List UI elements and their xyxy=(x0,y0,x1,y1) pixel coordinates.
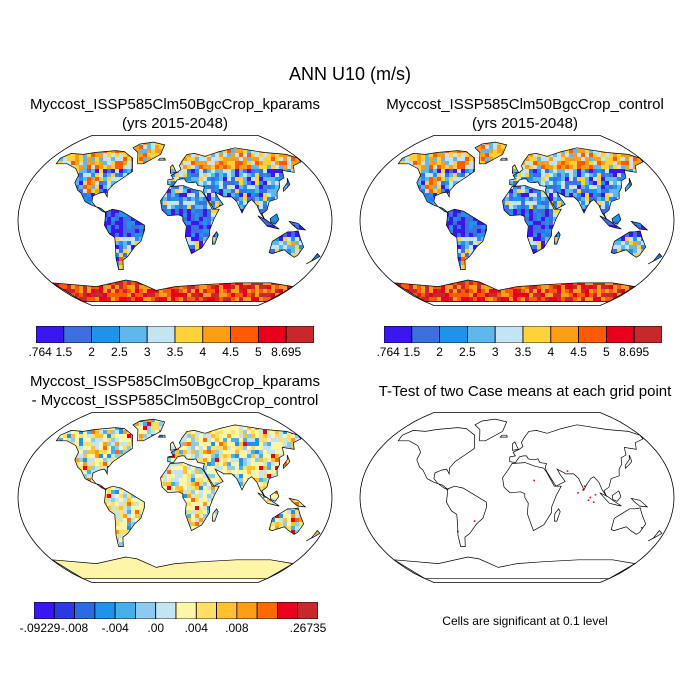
colorbar-tick-label: 4 xyxy=(547,345,555,359)
colorbar-labels-kparams: .764 1.5 2 2.5 3 3.5 4 4.5 5 8.695 xyxy=(28,345,314,361)
colorbar-labels-control: .764 1.5 2 2.5 3 3.5 4 4.5 5 8.695 xyxy=(376,345,662,361)
colorbar-tick-label: 3 xyxy=(491,345,499,359)
colorbar-tick-label: 8.695 xyxy=(619,345,650,359)
colorbar-tick-label: 1.5 xyxy=(403,345,421,359)
panel-title-kparams: Myccost_ISSP585Clm50BgcCrop_kparams (yrs … xyxy=(29,96,321,132)
map-control xyxy=(359,135,675,306)
map-ttest xyxy=(359,412,675,583)
colorbar-tick-label: .26735 xyxy=(289,621,327,635)
panel-title-ttest: T-Test of two Case means at each grid po… xyxy=(378,383,672,400)
colorbar-tick-label: .00 xyxy=(147,621,165,635)
colorbar-tick-label: .764 xyxy=(376,345,400,359)
colorbar-tick-label: 5 xyxy=(255,345,262,359)
colorbar-tick-label: .764 xyxy=(28,345,52,359)
colorbar-kparams xyxy=(36,326,314,343)
colorbar-tick-label: 4.5 xyxy=(570,345,587,359)
map-diff xyxy=(17,412,333,583)
colorbar-tick-label: 2.5 xyxy=(459,345,476,359)
main-title: ANN U10 (m/s) xyxy=(288,64,411,84)
colorbar-tick-label: -.008 xyxy=(60,621,89,635)
colorbar-tick-label: 2.5 xyxy=(111,345,128,359)
colorbar-tick-label: 1.5 xyxy=(55,345,73,359)
panel-title-control: Myccost_ISSP585Clm50BgcCrop_control (yrs … xyxy=(386,96,664,132)
colorbar-tick-label: -.09229 xyxy=(19,621,61,635)
colorbar-diff xyxy=(34,602,318,619)
panel-title-diff: Myccost_ISSP585Clm50BgcCrop_kparams - Myc… xyxy=(29,373,321,409)
significance-note: Cells are significant at 0.1 level xyxy=(442,614,608,628)
colorbar-tick-label: 3 xyxy=(143,345,151,359)
colorbar-tick-label: 3.5 xyxy=(514,345,532,359)
colorbar-tick-label: 4 xyxy=(199,345,207,359)
colorbar-tick-label: -.004 xyxy=(101,621,129,635)
colorbar-tick-label: 2 xyxy=(88,345,95,359)
colorbar-tick-label: 5 xyxy=(603,345,610,359)
colorbar-tick-label: 2 xyxy=(436,345,443,359)
colorbar-tick-label: .008 xyxy=(225,621,249,635)
colorbar-tick-label: 8.695 xyxy=(271,345,302,359)
colorbar-tick-label: 3.5 xyxy=(166,345,184,359)
colorbar-tick-label: .004 xyxy=(184,621,208,635)
colorbar-control xyxy=(384,326,662,343)
colorbar-labels-diff: -.09229 -.008 -.004 .00 .004 .008 .26735 xyxy=(20,621,327,637)
map-kparams xyxy=(17,135,333,306)
colorbar-tick-label: 4.5 xyxy=(222,345,239,359)
